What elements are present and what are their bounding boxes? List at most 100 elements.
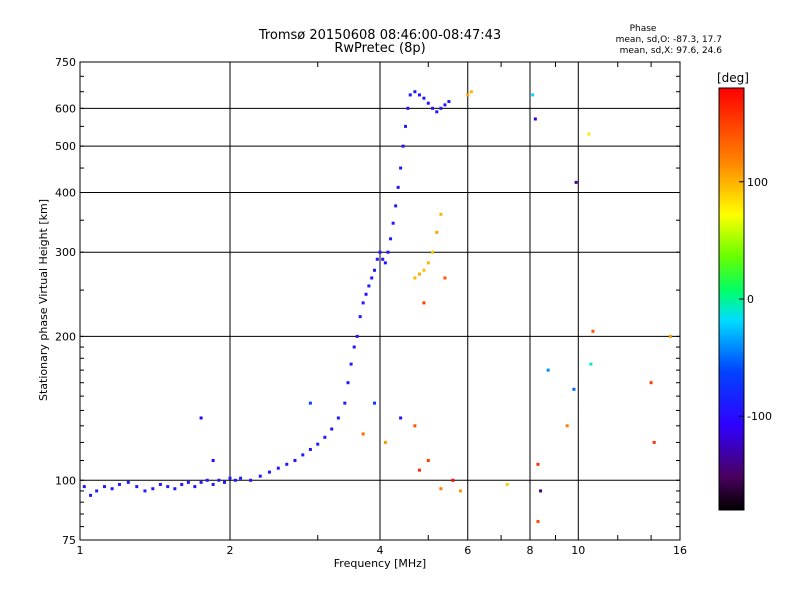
colorbar-label: [deg]	[717, 71, 749, 85]
data-point	[301, 453, 305, 457]
colorbar-tick-label: 100	[747, 176, 768, 189]
data-point	[539, 489, 543, 493]
y-tick-label: 100	[55, 474, 76, 487]
data-point	[591, 329, 595, 333]
data-point	[439, 106, 443, 110]
y-tick-label: 75	[62, 534, 76, 547]
data-point	[346, 381, 350, 385]
data-point	[399, 416, 403, 420]
data-point	[186, 480, 190, 484]
phase-stats-title: Phase	[630, 24, 657, 34]
data-point	[451, 478, 455, 482]
data-point	[205, 478, 209, 482]
data-point	[352, 345, 356, 349]
x-tick-label: 16	[673, 544, 687, 557]
data-point	[211, 458, 215, 462]
data-point	[443, 103, 447, 107]
data-point	[413, 90, 417, 94]
data-point	[406, 106, 410, 110]
data-point	[587, 132, 591, 136]
data-point	[364, 292, 368, 296]
data-point	[336, 416, 340, 420]
data-point	[574, 180, 578, 184]
data-point	[117, 482, 121, 486]
data-point	[386, 250, 390, 254]
data-point	[361, 301, 365, 305]
data-point	[308, 401, 312, 405]
data-point	[652, 440, 656, 444]
chart-subtitle: RwPretec (8p)	[334, 41, 425, 56]
data-point	[103, 485, 107, 489]
data-point	[151, 487, 155, 491]
data-point	[375, 257, 379, 261]
data-point	[126, 480, 130, 484]
data-point	[249, 478, 253, 482]
data-point	[158, 482, 162, 486]
data-point	[383, 440, 387, 444]
data-point	[401, 144, 405, 148]
data-point	[403, 124, 407, 128]
y-tick-label: 400	[55, 186, 76, 199]
data-point	[422, 301, 426, 305]
data-point	[417, 93, 421, 97]
data-point	[316, 442, 320, 446]
data-point	[199, 416, 203, 420]
data-point	[389, 237, 393, 241]
data-point	[565, 424, 569, 428]
data-point	[378, 250, 382, 254]
data-point	[399, 166, 403, 170]
data-point	[323, 435, 327, 439]
data-point	[431, 250, 435, 254]
data-point	[431, 106, 435, 110]
x-tick-label: 1	[77, 544, 84, 557]
data-point	[358, 315, 362, 319]
data-point	[536, 519, 540, 523]
data-point	[408, 93, 412, 97]
colorbar-ticks: 100 0 -100	[739, 176, 772, 423]
data-point	[668, 334, 672, 338]
x-tick-label: 4	[377, 544, 384, 557]
data-point	[435, 110, 439, 114]
phase-stats-x: mean, sd,X: 97.6, 24.6	[620, 46, 723, 56]
data-point	[649, 381, 653, 385]
y-tick-label: 300	[55, 246, 76, 259]
data-point	[211, 482, 215, 486]
data-point	[458, 489, 462, 493]
data-point	[370, 276, 374, 280]
data-point	[95, 489, 99, 493]
data-point	[193, 485, 197, 489]
data-point	[536, 462, 540, 466]
data-point	[546, 368, 550, 372]
data-point	[417, 272, 421, 276]
colorbar-tick-label: 0	[747, 293, 754, 306]
data-point	[285, 462, 289, 466]
data-point	[228, 476, 232, 480]
data-point	[391, 221, 395, 225]
data-point	[367, 284, 371, 288]
y-tick-label: 750	[55, 56, 76, 69]
x-tick-label: 2	[227, 544, 234, 557]
data-point	[422, 268, 426, 272]
data-point	[355, 334, 359, 338]
data-point	[413, 276, 417, 280]
data-point	[505, 482, 509, 486]
x-tick-label: 8	[527, 544, 534, 557]
phase-stats-o: mean, sd,O: -87.3, 17.7	[616, 35, 722, 45]
data-point	[166, 485, 170, 489]
data-point	[426, 458, 430, 462]
data-point	[239, 476, 243, 480]
data-point	[439, 212, 443, 216]
data-point	[233, 478, 237, 482]
data-point	[330, 427, 334, 431]
data-point	[308, 447, 312, 451]
data-point	[396, 185, 400, 189]
data-point	[531, 93, 535, 97]
data-point	[466, 93, 470, 97]
data-point	[258, 474, 262, 478]
data-point	[422, 96, 426, 100]
data-point	[180, 482, 184, 486]
data-point	[267, 470, 271, 474]
data-point	[82, 485, 86, 489]
data-point	[135, 485, 139, 489]
